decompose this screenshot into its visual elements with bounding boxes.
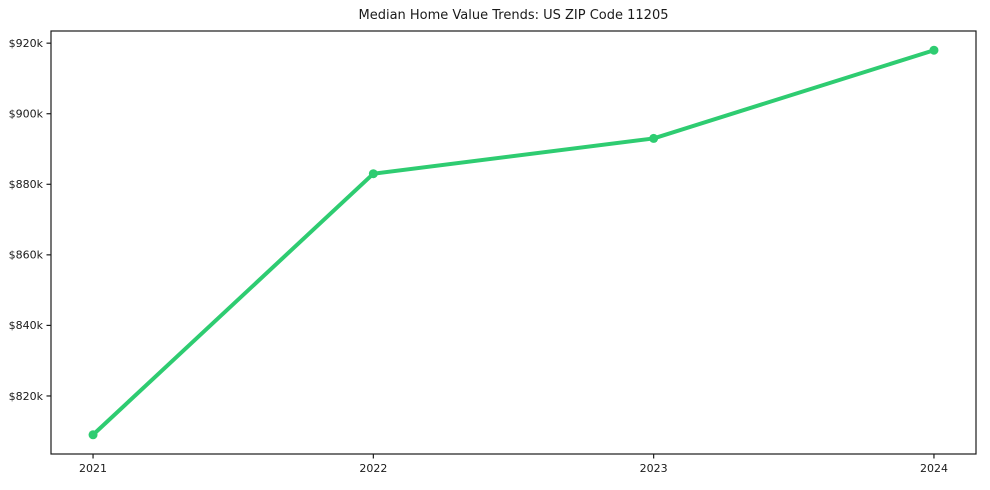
x-tick-label: 2023 xyxy=(640,462,668,475)
data-point-marker xyxy=(368,169,378,179)
y-tick-label: $900k xyxy=(9,108,44,121)
y-tick-label: $880k xyxy=(9,178,44,191)
trend-line xyxy=(91,48,935,437)
y-tick-label: $840k xyxy=(9,319,44,332)
data-point-marker xyxy=(649,133,659,143)
y-tick-label: $860k xyxy=(9,249,44,262)
y-tick-label: $820k xyxy=(9,390,44,403)
y-tick-label: $920k xyxy=(9,37,44,50)
data-point-marker xyxy=(929,45,939,55)
data-point-marker xyxy=(88,430,98,440)
plot-border xyxy=(50,30,977,455)
x-tick-label: 2022 xyxy=(359,462,387,475)
chart-title: Median Home Value Trends: US ZIP Code 11… xyxy=(358,8,669,23)
x-tick-label: 2021 xyxy=(79,462,107,475)
x-tick-label: 2024 xyxy=(920,462,948,475)
